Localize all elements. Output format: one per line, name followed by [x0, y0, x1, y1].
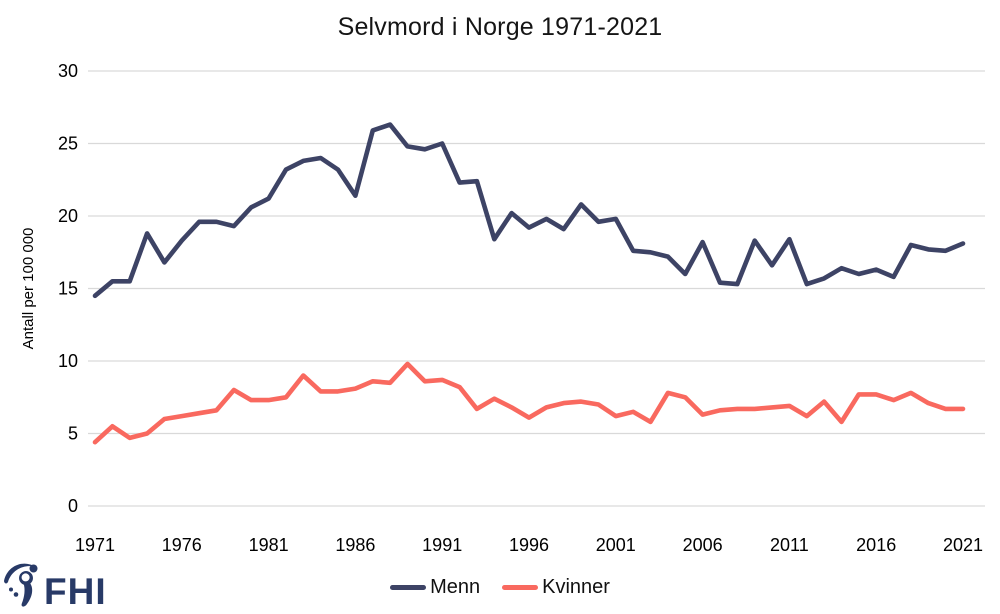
menn-line-swatch-icon [390, 585, 427, 590]
y-axis-title: Antall per 100 000 [20, 228, 37, 350]
y-axis-tick-label: 10 [58, 351, 78, 371]
x-axis-tick-label: 2001 [596, 535, 636, 555]
x-axis-tick-label: 1996 [509, 535, 549, 555]
x-axis-tick-label: 1981 [249, 535, 289, 555]
x-axis-tick-label: 1976 [162, 535, 202, 555]
y-axis-tick-label: 25 [58, 134, 78, 154]
fhi-logo: FHI [4, 563, 107, 612]
y-axis-tick-label: 0 [68, 496, 78, 516]
y-axis-tick-label: 20 [58, 206, 78, 226]
x-axis-tick-label: 2011 [770, 535, 809, 555]
x-axis-tick-label: 2021 [943, 535, 983, 555]
legend-label-menn: Menn [430, 576, 481, 598]
x-axis-tick-label: 2006 [683, 535, 723, 555]
legend-item-menn: Menn [390, 576, 480, 599]
y-axis-tick-label: 15 [58, 279, 78, 299]
kvinner-line-swatch-icon [502, 585, 539, 590]
y-axis-tick-label: 30 [58, 61, 78, 81]
legend-label-kvinner: Kvinner [542, 576, 610, 598]
x-axis-tick-label: 2016 [856, 535, 896, 555]
fhi-figure-icon [4, 563, 38, 607]
series-line-kvinner [92, 361, 966, 445]
y-axis-tick-label: 5 [68, 424, 78, 444]
chart-title: Selvmord i Norge 1971-2021 [337, 13, 663, 41]
x-axis-tick-label: 1991 [422, 535, 462, 555]
x-axis-tick-label: 1971 [75, 535, 115, 555]
legend: Menn Kvinner [0, 576, 1000, 599]
x-axis-tick-label: 1986 [335, 535, 375, 555]
series-line-menn [92, 122, 966, 299]
fhi-logo-text: FHI [44, 571, 107, 612]
legend-item-kvinner: Kvinner [502, 576, 610, 599]
